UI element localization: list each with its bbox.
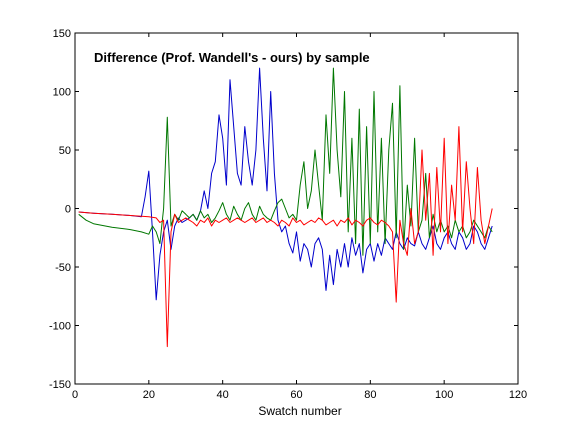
y-tick-label: 150 xyxy=(53,28,71,40)
x-tick-label: 0 xyxy=(72,389,78,401)
y-tick-label: -50 xyxy=(55,262,71,274)
series-layer xyxy=(78,67,493,348)
x-tick-label: 60 xyxy=(290,389,302,401)
x-tick-label: 20 xyxy=(143,389,155,401)
plot-area xyxy=(74,32,519,385)
y-tick-label: 100 xyxy=(53,87,71,99)
x-tick-label: 40 xyxy=(217,389,229,401)
x-axis-title: Swatch number xyxy=(258,404,341,418)
ticks-layer: 0 20 40 60 80 100 120 -150 -100 -50 0 50 100 150 xyxy=(49,28,527,401)
series-line-red xyxy=(78,126,493,348)
x-tick-label: 80 xyxy=(364,389,376,401)
y-tick-label: -150 xyxy=(49,379,71,391)
x-tick-label: 100 xyxy=(435,389,453,401)
y-tick-label: 50 xyxy=(59,145,71,157)
x-tick-label: 120 xyxy=(509,389,527,401)
y-tick-label: 0 xyxy=(65,204,71,216)
y-tick-label: -100 xyxy=(49,321,71,333)
series-line-green xyxy=(78,67,493,256)
chart-title: Difference (Prof. Wandell's - ours) by s… xyxy=(94,50,370,65)
